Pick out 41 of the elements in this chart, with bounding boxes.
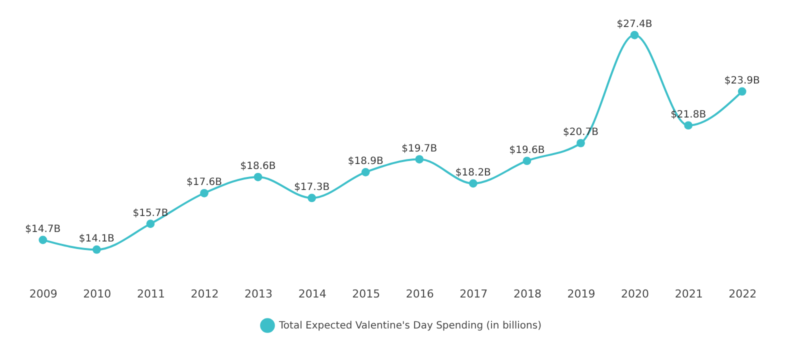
point	[415, 155, 424, 164]
x-tick-label: 2022	[728, 288, 757, 300]
x-tick-label: 2012	[190, 288, 219, 300]
data-label: $17.3B	[294, 182, 330, 193]
point	[468, 179, 478, 188]
x-tick-label: 2016	[406, 288, 434, 300]
data-label: $27.4B	[616, 19, 652, 30]
point	[200, 188, 208, 198]
data-label: $19.6B	[509, 144, 545, 156]
data-label: $17.6B	[186, 177, 222, 188]
data-label: $18.6B	[240, 161, 276, 172]
x-tick-label: 2011	[136, 288, 165, 300]
x-tick-label: 2013	[244, 288, 273, 300]
x-tick-label: 2021	[674, 288, 703, 300]
point	[38, 236, 48, 244]
data-label: $14.1B	[78, 234, 115, 245]
data-label: $23.9B	[724, 75, 760, 86]
point	[630, 30, 639, 40]
data-label: $15.7B	[132, 208, 168, 219]
data-label: $19.7B	[402, 143, 438, 154]
legend-label: Total Expected Valentine's Day Spending (in billions)	[278, 320, 542, 332]
x-tick-label: 2015	[352, 288, 380, 300]
point	[738, 87, 746, 96]
data-label: $18.9B	[348, 156, 384, 168]
x-tick-label: 2017	[460, 288, 488, 300]
x-tick-label: 2019	[567, 288, 596, 300]
data-label: $14.7B	[25, 224, 61, 235]
x-tick-label: 2018	[513, 288, 542, 300]
point	[361, 168, 370, 176]
data-label: $18.2B	[455, 167, 492, 178]
point	[146, 220, 155, 228]
point	[254, 172, 262, 182]
point	[684, 121, 693, 130]
point	[308, 194, 316, 202]
x-tick-label: 2010	[83, 288, 112, 300]
x-tick-label: 2020	[621, 288, 650, 300]
point	[576, 138, 585, 148]
point	[522, 156, 532, 166]
x-tick-label: 2009	[29, 288, 58, 300]
x-tick-label: 2014	[298, 288, 326, 300]
point	[92, 245, 101, 254]
